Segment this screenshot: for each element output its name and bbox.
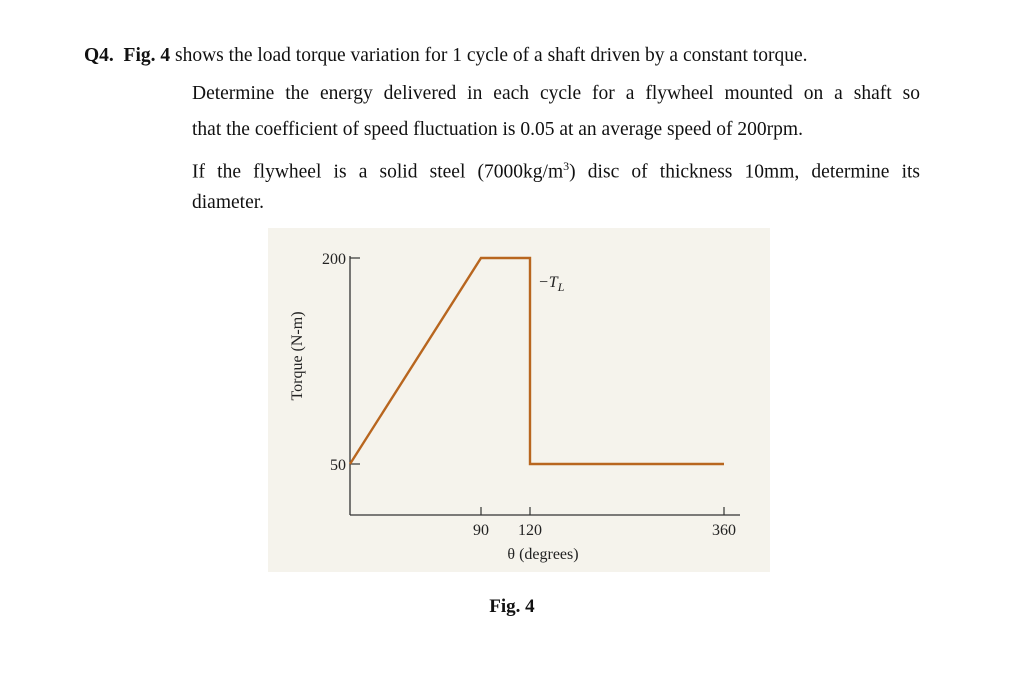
x-tick-label: 90: [473, 522, 489, 539]
question-text-1: shows the load torque variation for 1 cy…: [170, 45, 808, 66]
x-tick-label: 120: [518, 522, 542, 539]
figure-caption: Fig. 4: [489, 596, 535, 617]
load-torque-line: [348, 256, 724, 466]
question-line-5: diameter.: [192, 192, 265, 213]
y-tick-label: 200: [322, 251, 346, 268]
superscript: 3: [563, 159, 570, 173]
question-line-4: If the flywheel is a solid steel (7000kg…: [192, 154, 920, 185]
question-number: Q4.: [84, 45, 114, 66]
series-label: −TL: [538, 274, 565, 294]
x-axis-label: θ (degrees): [507, 546, 578, 563]
figure-reference: Fig. 4: [123, 45, 171, 66]
question-text-4b: ) disc of thickness 10mm, determine its: [569, 161, 920, 183]
torque-figure: 90 120 360 200 50 −TL θ (degrees) Torque (N-…: [268, 228, 770, 572]
torque-chart: 90 120 360 200 50 −TL θ (degrees) Torque (N-…: [289, 251, 740, 563]
y-tick-label: 50: [330, 457, 346, 474]
question-line-3: that the coefficient of speed fluctuatio…: [192, 119, 803, 140]
y-axis-label: Torque (N-m): [289, 311, 306, 400]
question-line-2: Determine the energy delivered in each c…: [192, 83, 920, 104]
question-text-4a: If the flywheel is a solid steel (7000kg…: [192, 161, 564, 183]
x-tick-label: 360: [712, 522, 736, 539]
question-line-1: Q4. Fig. 4 shows the load torque variati…: [84, 44, 808, 68]
